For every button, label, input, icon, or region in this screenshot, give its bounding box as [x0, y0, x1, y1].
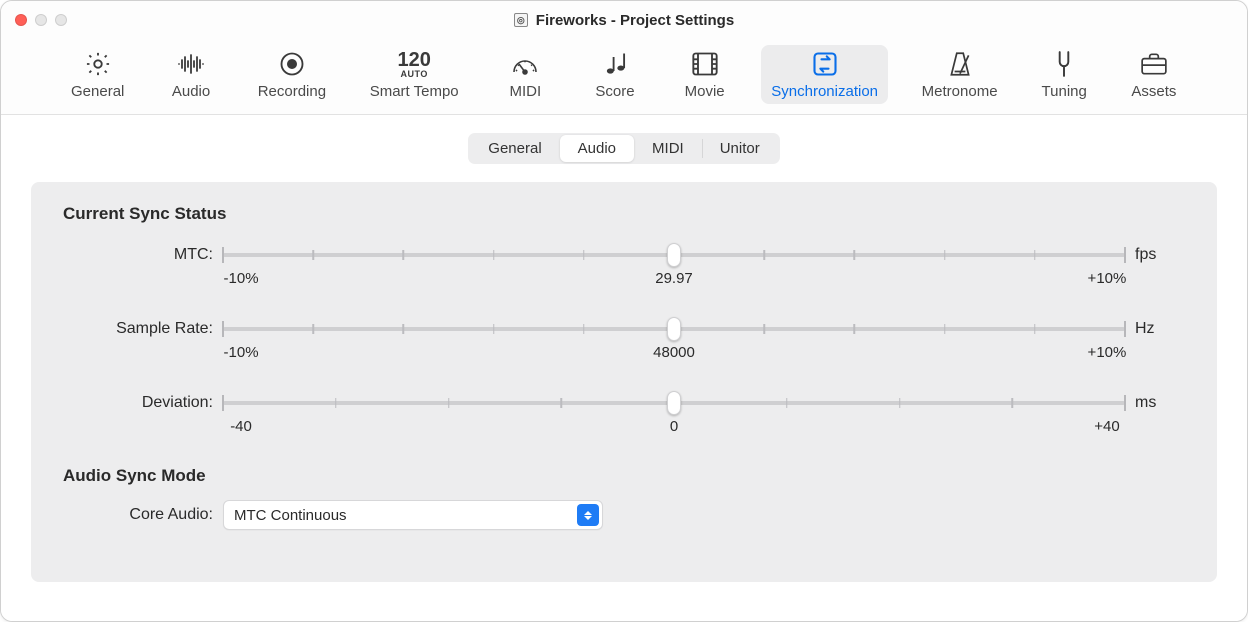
toolbar-label: Tuning	[1042, 83, 1087, 100]
settings-panel: Current Sync Status MTC: -10% 29.97 +10%…	[31, 182, 1217, 582]
window-title-text: Fireworks - Project Settings	[536, 12, 734, 29]
mtc-label: MTC:	[63, 244, 213, 264]
toolbar-item-synchronization[interactable]: Synchronization	[761, 45, 888, 104]
toolbar-item-midi[interactable]: MIDI	[492, 45, 558, 104]
toolbar-label: Audio	[172, 83, 210, 100]
slider-thumb[interactable]	[667, 243, 681, 267]
sub-tab-bar: General Audio MIDI Unitor	[468, 133, 779, 164]
mtc-row: MTC: -10% 29.97 +10% fps	[63, 244, 1185, 290]
sr-mid-label: 48000	[653, 344, 695, 361]
title-doc-icon: ◎	[514, 13, 528, 27]
core-audio-label: Core Audio:	[63, 506, 213, 524]
mtc-mid-label: 29.97	[655, 270, 693, 287]
film-icon	[688, 49, 722, 79]
toolbar-item-movie[interactable]: Movie	[672, 45, 738, 104]
dev-mid-label: 0	[670, 418, 678, 435]
chevron-updown-icon	[577, 504, 599, 526]
gear-icon	[81, 49, 115, 79]
notes-icon	[598, 49, 632, 79]
deviation-slider[interactable]: -40 0 +40	[223, 392, 1125, 438]
mtc-slider[interactable]: -10% 29.97 +10%	[223, 244, 1125, 290]
tempo-icon: 120 AUTO	[397, 49, 431, 79]
toolbar-label: MIDI	[509, 83, 541, 100]
slider-thumb[interactable]	[667, 391, 681, 415]
deviation-row: Deviation: -40 0 +40 ms	[63, 392, 1185, 438]
toolbar-label: Assets	[1131, 83, 1176, 100]
waveform-icon	[174, 49, 208, 79]
sub-tab-audio[interactable]: Audio	[560, 135, 634, 162]
mtc-max-label: +10%	[1088, 270, 1127, 287]
toolbar-label: Synchronization	[771, 83, 878, 100]
toolbar-label: Recording	[258, 83, 326, 100]
sub-tab-midi[interactable]: MIDI	[634, 135, 702, 162]
core-audio-row: Core Audio: MTC Continuous	[63, 500, 1185, 530]
tempo-mode: AUTO	[398, 70, 431, 79]
tempo-value: 120	[398, 50, 431, 70]
toolbar-item-score[interactable]: Score	[582, 45, 648, 104]
metronome-icon	[943, 49, 977, 79]
record-icon	[275, 49, 309, 79]
sr-max-label: +10%	[1088, 344, 1127, 361]
slider-thumb[interactable]	[667, 317, 681, 341]
toolbar-item-general[interactable]: General	[61, 45, 134, 104]
content-area: General Audio MIDI Unitor Current Sync S…	[1, 115, 1247, 621]
sr-unit: Hz	[1135, 318, 1185, 338]
toolbar-label: Smart Tempo	[370, 83, 459, 100]
briefcase-icon	[1137, 49, 1171, 79]
mtc-min-label: -10%	[224, 270, 259, 287]
dev-max-label: +40	[1094, 418, 1119, 435]
toolbar-item-smart-tempo[interactable]: 120 AUTO Smart Tempo	[360, 45, 469, 104]
toolbar-item-metronome[interactable]: Metronome	[912, 45, 1008, 104]
sample-rate-slider[interactable]: -10% 48000 +10%	[223, 318, 1125, 364]
toolbar-item-audio[interactable]: Audio	[158, 45, 224, 104]
toolbar-item-assets[interactable]: Assets	[1121, 45, 1187, 104]
core-audio-value: MTC Continuous	[234, 507, 347, 524]
toolbar-label: General	[71, 83, 124, 100]
dev-min-label: -40	[230, 418, 252, 435]
deviation-label: Deviation:	[63, 392, 213, 412]
titlebar: ◎ Fireworks - Project Settings	[1, 1, 1247, 39]
sub-tab-unitor[interactable]: Unitor	[702, 135, 778, 162]
toolbar-item-tuning[interactable]: Tuning	[1031, 45, 1097, 104]
sample-rate-row: Sample Rate: -10% 48000 +10% Hz	[63, 318, 1185, 364]
window-title: ◎ Fireworks - Project Settings	[1, 12, 1247, 29]
toolbar-label: Score	[595, 83, 634, 100]
settings-window: ◎ Fireworks - Project Settings General A…	[0, 0, 1248, 622]
toolbar-label: Movie	[685, 83, 725, 100]
dev-unit: ms	[1135, 392, 1185, 412]
sub-tab-general[interactable]: General	[470, 135, 559, 162]
section-title-sync-status: Current Sync Status	[63, 204, 1185, 224]
tuningfork-icon	[1047, 49, 1081, 79]
toolbar-item-recording[interactable]: Recording	[248, 45, 336, 104]
toolbar: General Audio Recording 120 AUTO Smart	[1, 39, 1247, 115]
sample-rate-label: Sample Rate:	[63, 318, 213, 338]
section-title-audio-sync-mode: Audio Sync Mode	[63, 466, 1185, 486]
mtc-unit: fps	[1135, 244, 1185, 264]
sync-icon	[808, 49, 842, 79]
toolbar-label: Metronome	[922, 83, 998, 100]
core-audio-select[interactable]: MTC Continuous	[223, 500, 603, 530]
gauge-icon	[508, 49, 542, 79]
sr-min-label: -10%	[224, 344, 259, 361]
